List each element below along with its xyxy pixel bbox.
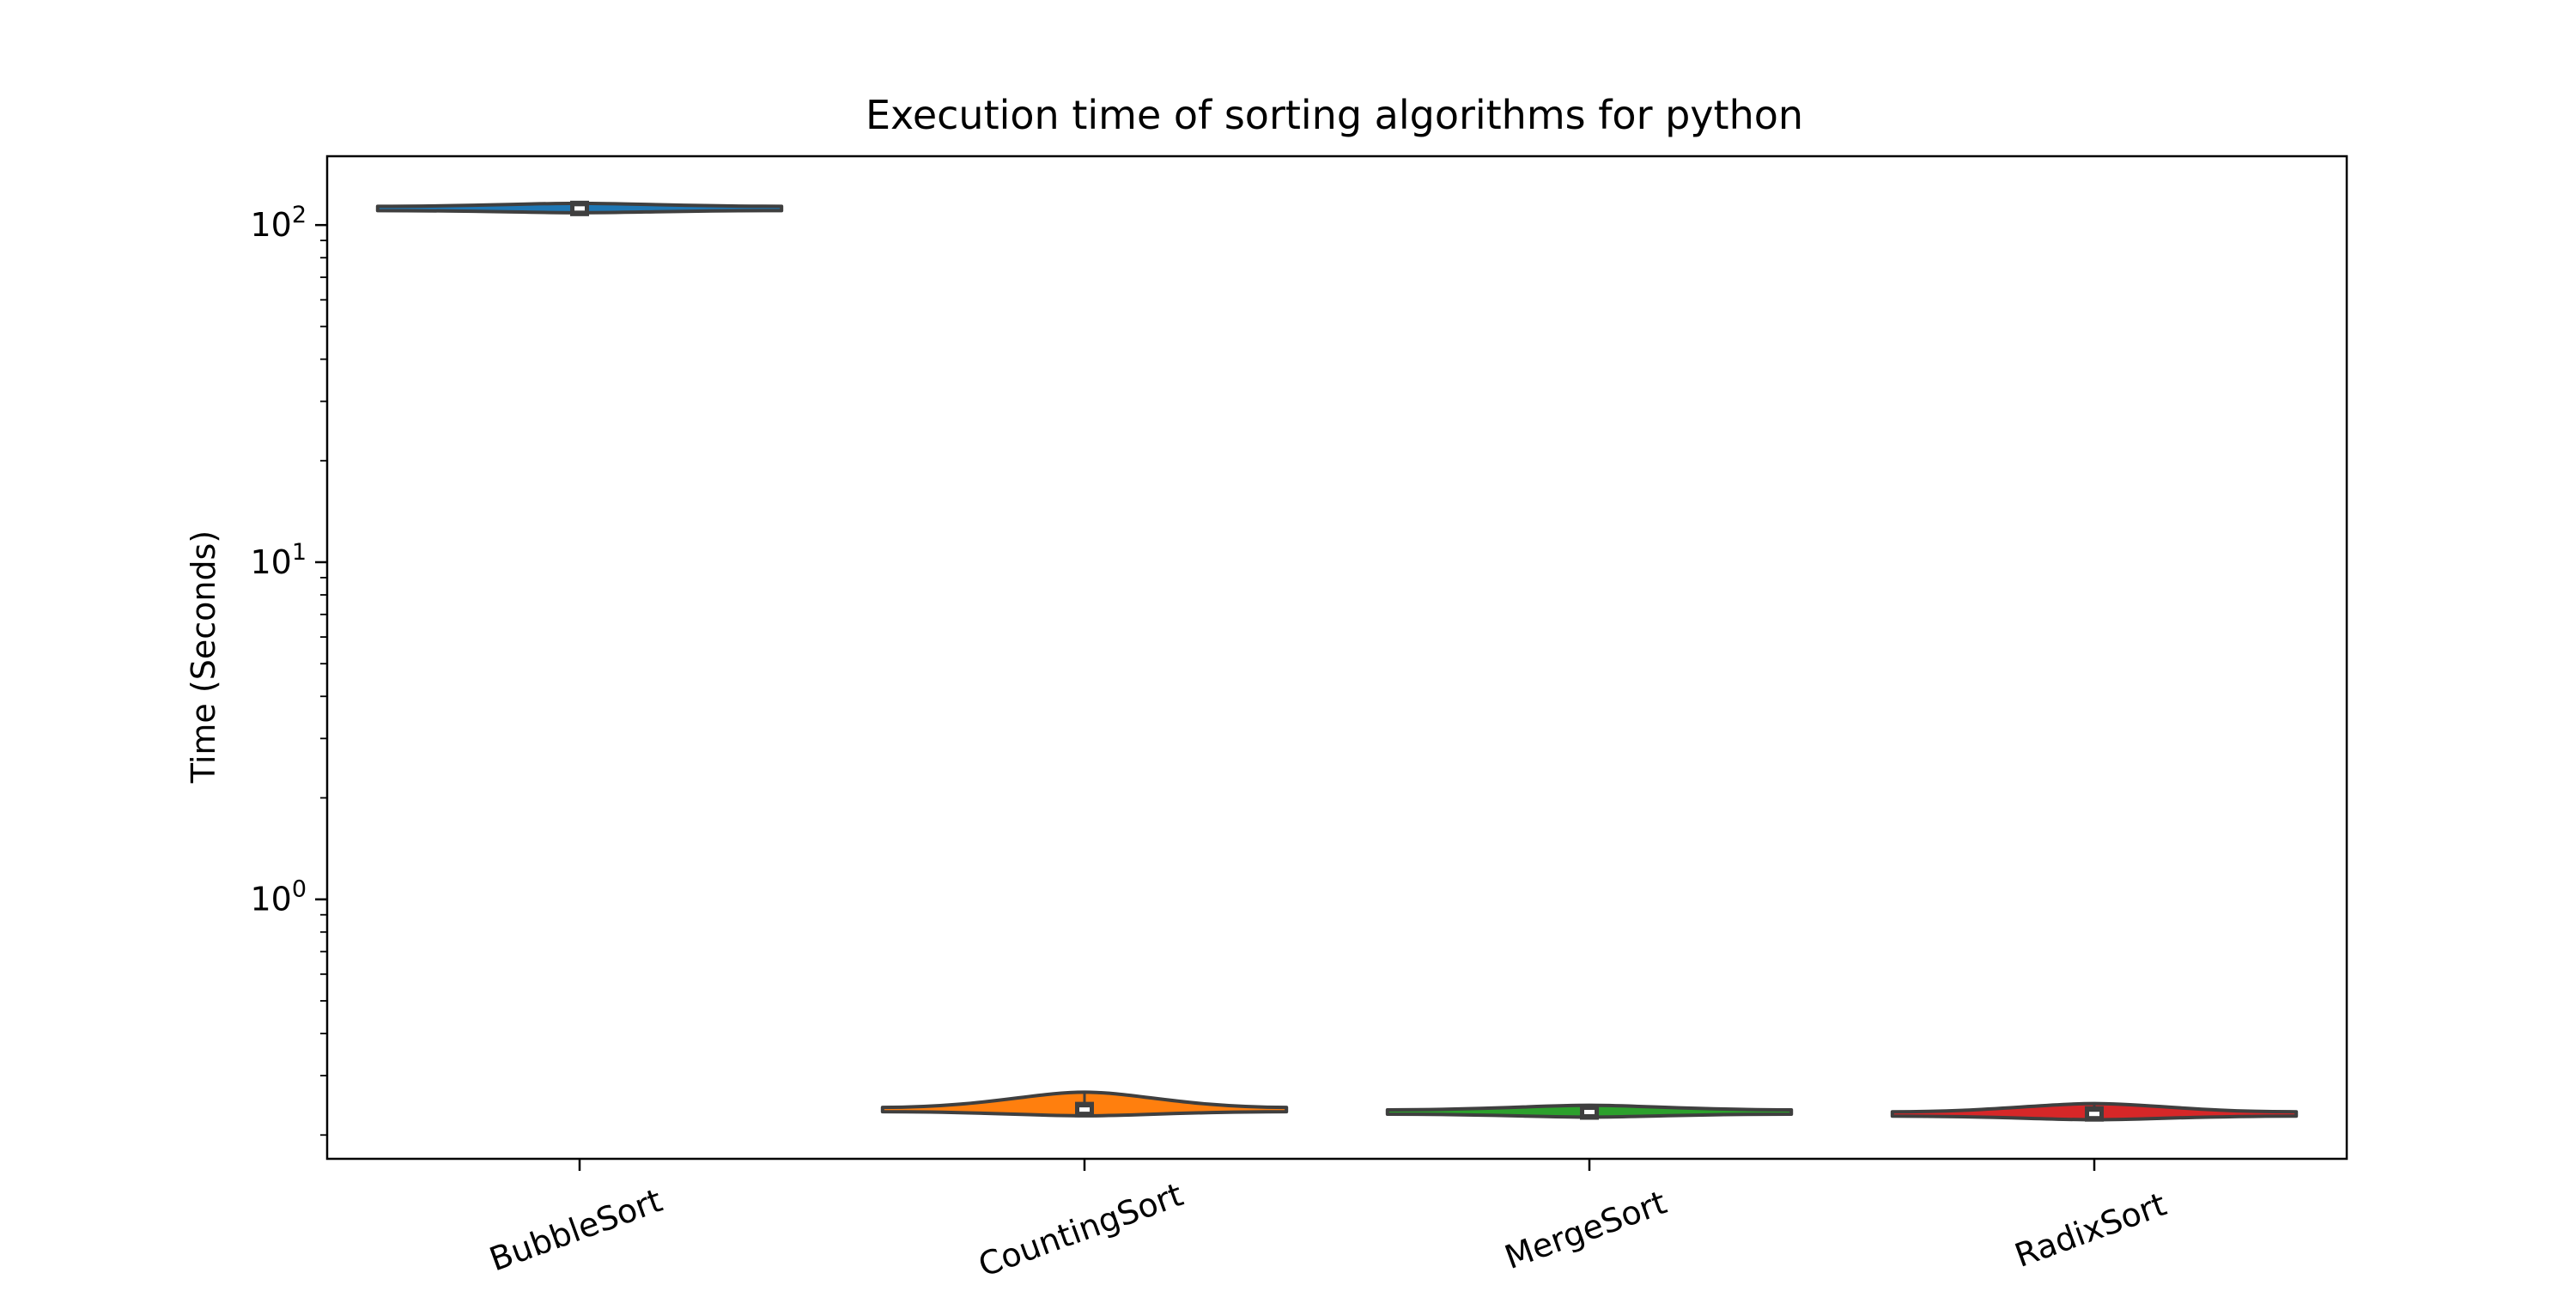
plot-area: 100 101 102 BubbleSort CountingSort MergeSort… xyxy=(250,200,2299,1284)
plot-frame xyxy=(325,155,2348,1161)
y-tick-label: 101 xyxy=(250,539,307,581)
chart-title: Execution time of sorting algorithms for… xyxy=(866,92,1803,138)
y-tick-label: 102 xyxy=(250,202,307,244)
median-marker-countingsort xyxy=(1079,1107,1090,1112)
x-tick-label: CountingSort xyxy=(974,1175,1188,1284)
median-marker-bubblesort xyxy=(574,206,585,211)
x-tick-label: RadixSort xyxy=(2010,1185,2172,1275)
median-marker-mergesort xyxy=(1584,1109,1595,1114)
x-tick-label: BubbleSort xyxy=(484,1181,667,1278)
x-tick-label: MergeSort xyxy=(1500,1184,1672,1277)
y-axis-label: Time (Seconds) xyxy=(185,530,222,784)
median-marker-radixsort xyxy=(2089,1112,2099,1117)
y-tick-label: 100 xyxy=(250,876,307,918)
